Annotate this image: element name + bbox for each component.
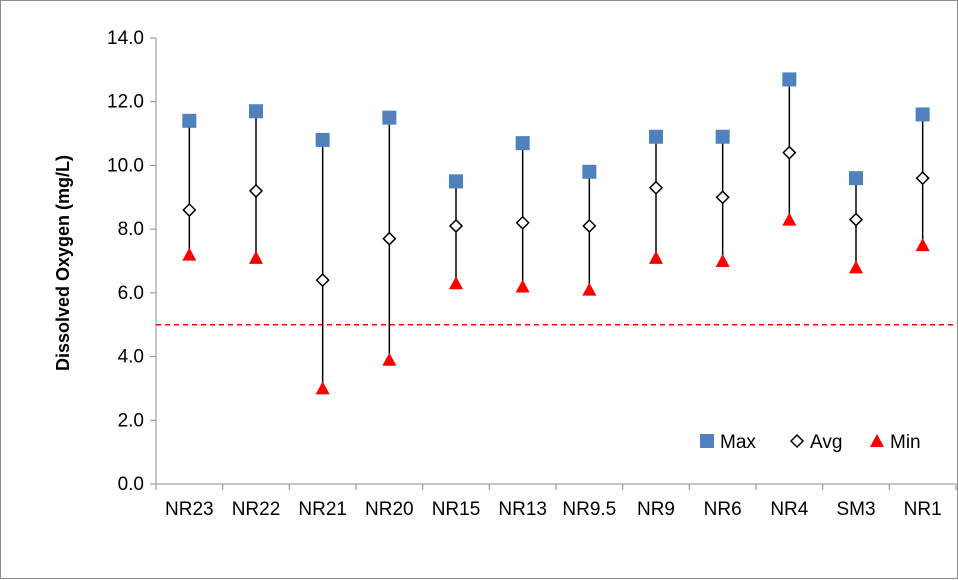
y-tick-label: 0.0 (118, 474, 144, 495)
avg-point (515, 215, 530, 230)
min-point (649, 250, 663, 264)
min-point (182, 247, 197, 261)
min-point (582, 282, 597, 296)
avg-point (848, 212, 864, 227)
avg-point (182, 202, 197, 218)
y-tick-label: 2.0 (118, 410, 144, 431)
avg-point (582, 218, 597, 234)
x-tick-label: NR22 (232, 499, 281, 520)
range-lines (188, 79, 924, 389)
min-point (849, 260, 863, 274)
max-point (715, 129, 730, 144)
min-point (782, 212, 797, 226)
y-tick-label: 14.0 (107, 28, 144, 49)
legend: Max Avg Min (700, 432, 921, 453)
max-point (315, 132, 330, 147)
y-axis-title: Dissolved Oxygen (mg/L) (53, 155, 73, 371)
x-tick-label: NR20 (365, 499, 414, 520)
min-point (382, 352, 397, 366)
max-point (649, 129, 663, 144)
max-point (515, 136, 530, 151)
legend-label-min: Min (890, 432, 921, 453)
y-tick-label: 12.0 (107, 92, 144, 113)
avg-point (448, 218, 464, 234)
axes: 0.0 2.0 4.0 6.0 8.0 10.0 12.0 14.0 NR23 NR22 NR21 N… (107, 28, 957, 520)
x-tick-label: NR21 (298, 499, 347, 520)
max-point (915, 107, 930, 122)
legend-marker-max (700, 434, 714, 448)
x-tick-label: NR15 (432, 499, 481, 520)
legend-label-avg: Avg (810, 432, 842, 453)
x-tick-label: NR9 (637, 499, 675, 520)
min-point (315, 381, 330, 395)
x-tick-label: NR13 (498, 499, 547, 520)
min-point (249, 250, 263, 264)
min-point (515, 279, 530, 293)
avg-point (248, 183, 264, 198)
legend-marker-avg (789, 433, 805, 449)
x-tick-label: NR6 (704, 499, 742, 520)
y-tick-label: 8.0 (118, 219, 144, 240)
max-point (249, 104, 263, 119)
min-point (715, 254, 730, 267)
max-point (582, 164, 597, 179)
avg-point (915, 171, 930, 186)
legend-marker-min (870, 434, 884, 447)
y-tick-label: 4.0 (118, 347, 144, 368)
x-tick-label: SM3 (836, 499, 875, 520)
max-point (449, 174, 463, 189)
x-tick-label: NR23 (165, 499, 214, 520)
avg-point (382, 231, 397, 246)
max-point (382, 110, 397, 125)
y-tick-label: 6.0 (118, 283, 144, 304)
avg-point (648, 180, 664, 195)
avg-point (782, 145, 797, 160)
max-point (182, 113, 197, 128)
data-markers (182, 72, 930, 395)
max-point (782, 72, 797, 87)
legend-label-max: Max (720, 432, 756, 453)
avg-point (715, 190, 730, 205)
x-tick-label: NR1 (904, 499, 942, 520)
min-point (449, 276, 463, 290)
x-tick-label: NR4 (770, 499, 808, 520)
y-tick-label: 10.0 (107, 155, 144, 176)
max-point (849, 171, 863, 186)
min-point (915, 238, 930, 252)
x-tick-label: NR9.5 (562, 499, 616, 520)
avg-point (315, 273, 330, 288)
